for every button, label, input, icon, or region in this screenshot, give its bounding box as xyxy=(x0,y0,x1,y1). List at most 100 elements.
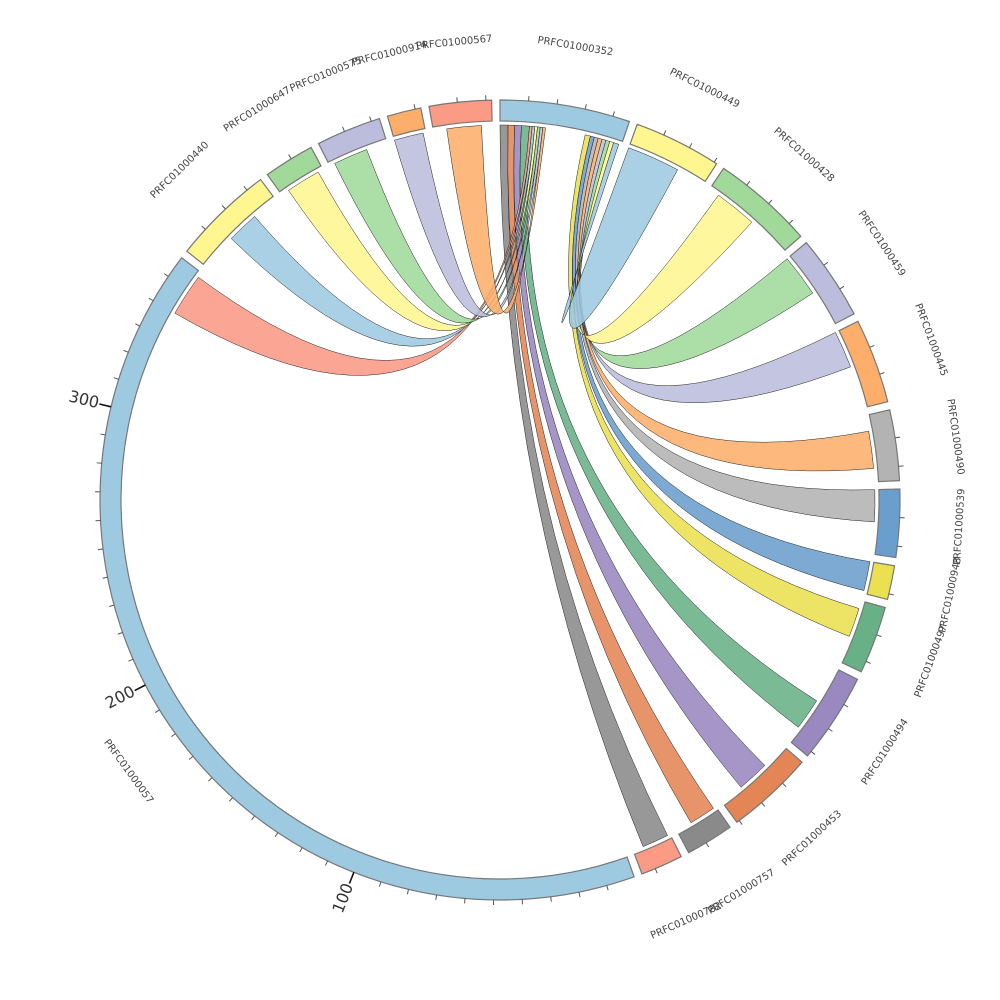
tick-mark xyxy=(556,99,559,105)
tick-mark xyxy=(578,892,581,898)
tick-mark xyxy=(154,709,160,713)
tick-mark xyxy=(171,733,176,738)
tick-mark xyxy=(810,751,816,755)
tick-mark xyxy=(148,297,154,302)
tick-mark xyxy=(879,372,885,375)
tick-mark xyxy=(663,130,667,136)
chord-PRFC01000352-PRFC01000782 xyxy=(499,124,668,847)
tick-mark xyxy=(128,658,134,662)
segment-label: PRFC01000449 xyxy=(668,67,742,111)
segment-PRFC01000440 xyxy=(185,178,274,266)
tick-mark xyxy=(788,219,794,224)
tick-mark xyxy=(274,832,279,838)
tick-mark xyxy=(823,261,829,266)
segment-PRFC01000539 xyxy=(874,488,901,559)
tick-mark xyxy=(738,820,743,825)
tick-mark xyxy=(109,604,115,607)
tick-mark xyxy=(123,349,129,353)
tick-mark xyxy=(299,847,303,853)
tick-mark xyxy=(888,593,894,596)
segment-label: PRFC01000497 xyxy=(913,624,950,700)
chord-PRFC01000352-PRFC01000494 xyxy=(519,125,818,728)
chord-PRFC01000352-PRFC01000567 xyxy=(446,125,546,315)
tick-mark xyxy=(135,323,141,327)
tick-mark xyxy=(102,576,108,579)
tick-mark xyxy=(897,545,903,548)
tick-mark xyxy=(163,273,169,277)
chord-PRFC01000352-PRFC01000914 xyxy=(394,126,544,318)
tick-mark xyxy=(228,797,234,802)
segment-PRFC01000352 xyxy=(499,99,631,143)
tick-mark xyxy=(713,157,718,163)
segment-label: PRFC01000494 xyxy=(860,717,911,787)
tick-mark xyxy=(100,433,106,436)
tick-mark xyxy=(828,728,833,732)
segment-label: PRFC01000445 xyxy=(912,302,949,378)
axis-tick-label: 300 xyxy=(67,387,101,413)
tick-mark xyxy=(768,199,773,204)
tick-mark xyxy=(839,285,845,290)
major-tick xyxy=(134,684,146,692)
segment-label: PRFC01000428 xyxy=(771,126,836,185)
tick-mark xyxy=(689,143,693,148)
tick-marks xyxy=(95,95,905,905)
axis-tick-label: 100 xyxy=(328,880,357,915)
tick-mark xyxy=(243,185,248,191)
segment-label: PRFC01000948 xyxy=(937,557,964,634)
segment-PRFC01000490 xyxy=(868,409,901,483)
segment-PRFC01000497 xyxy=(841,601,887,673)
tick-mark xyxy=(117,632,123,635)
tick-mark xyxy=(456,97,458,103)
segment-label: PRFC01000352 xyxy=(537,35,614,58)
tick-mark xyxy=(413,104,416,110)
segment-PRFC01000445 xyxy=(838,320,889,408)
tick-mark xyxy=(324,860,329,866)
major-tick xyxy=(348,872,355,884)
chord-PRFC01000352-PRFC01000449 xyxy=(561,142,678,329)
segment-label: PRFC01000539 xyxy=(952,488,967,565)
segment-label: PRFC01000440 xyxy=(149,140,212,201)
tick-mark xyxy=(895,436,901,439)
segment-PRFC01000914 xyxy=(386,107,426,138)
tick-mark xyxy=(208,777,213,782)
tick-mark xyxy=(288,154,292,160)
tick-mark xyxy=(188,755,194,760)
chord-ribbons xyxy=(174,124,876,847)
tick-mark xyxy=(654,868,658,874)
segment-label: PRFC01000782 xyxy=(649,901,724,942)
tick-mark xyxy=(550,896,552,902)
tick-mark xyxy=(606,885,609,891)
tick-mark xyxy=(843,704,849,708)
tick-mark xyxy=(782,782,787,788)
tick-mark xyxy=(97,548,104,551)
segment-PRFC01000494 xyxy=(790,669,859,757)
segment-PRFC01000757 xyxy=(677,809,731,854)
tick-mark xyxy=(342,126,345,132)
tick-mark xyxy=(201,225,206,230)
tick-mark xyxy=(876,634,882,637)
tick-mark xyxy=(221,205,226,210)
tick-mark xyxy=(113,377,119,380)
tick-mark xyxy=(251,815,256,821)
segment-PRFC01000782 xyxy=(633,837,683,875)
segment-PRFC01000453 xyxy=(723,747,803,824)
axis-tick-label: 200 xyxy=(102,682,138,713)
segment-label: PRFC01000459 xyxy=(855,209,907,279)
tick-mark xyxy=(584,104,587,110)
segment-PRFC01000567 xyxy=(428,99,493,128)
tick-mark xyxy=(761,802,766,807)
segment-label: PRFC01000567 xyxy=(416,33,493,52)
tick-mark xyxy=(406,889,409,895)
tick-mark xyxy=(435,894,438,900)
segment-PRFC01000948 xyxy=(866,561,896,601)
chord-PRFC01000352-PRFC01000757 xyxy=(507,124,714,824)
tick-mark xyxy=(865,660,871,664)
segment-label: PRFC01000490 xyxy=(944,398,965,475)
tick-mark xyxy=(705,842,710,848)
segment-PRFC01000449 xyxy=(629,123,718,183)
segment-PRFC01000428 xyxy=(711,167,802,251)
tick-mark xyxy=(369,116,372,122)
chord-PRFC01000352-PRFC01000453 xyxy=(513,125,766,788)
major-tick xyxy=(99,403,112,408)
